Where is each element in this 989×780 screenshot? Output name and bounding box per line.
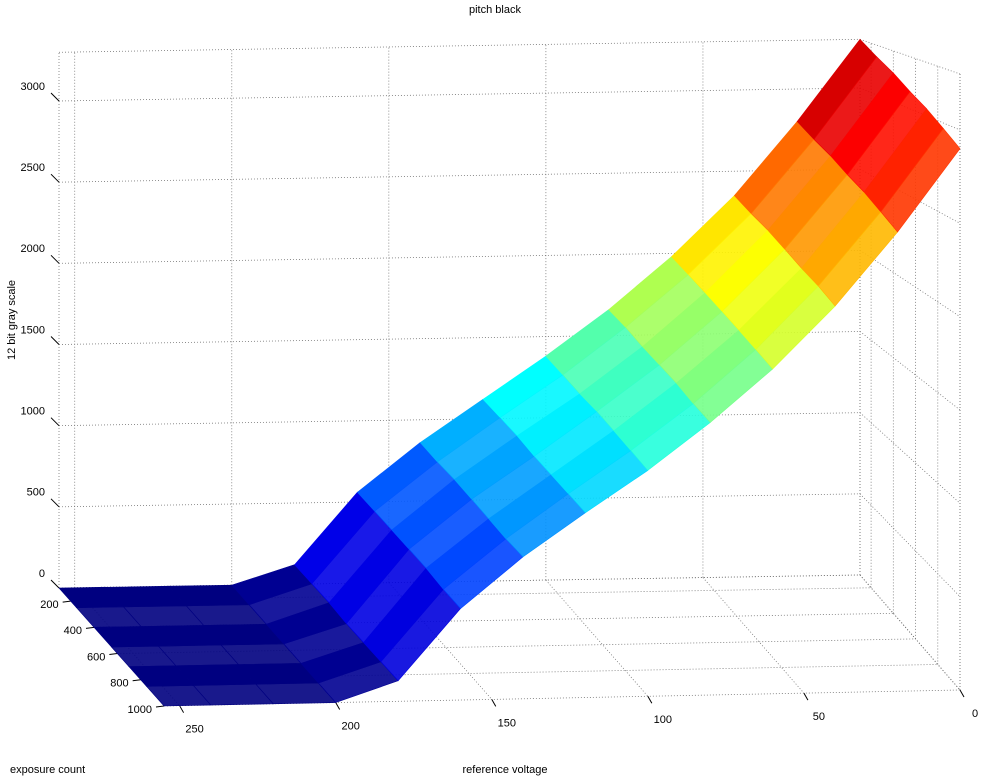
z-axis-label: 12 bit gray scale [6,280,18,360]
z-tick [50,417,60,427]
surface-cell [880,127,961,233]
x-tick [335,702,341,710]
grid-line [859,249,961,317]
grid-line [388,582,493,700]
grid-line [859,574,961,691]
y-tick [85,626,95,629]
z-tick-label: 1500 [21,324,45,336]
z-tick [50,92,60,102]
x-tick [491,699,497,707]
z-tick-label: 0 [39,568,45,580]
z-tick [50,579,60,589]
x-tick-label: 200 [342,720,360,732]
y-tick-label: 200 [40,599,58,611]
x-tick-label: 150 [498,717,516,729]
y-axis-label: exposure count [10,764,85,776]
z-tick-label: 1000 [21,406,45,418]
z-tick-label: 500 [27,487,45,499]
x-tick [179,705,185,713]
z-tick [50,254,60,264]
x-tick [803,692,809,701]
z-tick-label: 2500 [21,162,45,174]
z-tick-label: 3000 [21,81,45,93]
x-tick-label: 100 [654,714,672,726]
x-tick-label: 50 [813,711,825,723]
z-tick [50,173,60,183]
grid-line [859,331,961,411]
z-tick [50,336,60,345]
x-axis-label: reference voltage [463,764,548,776]
x-tick-label: 0 [972,708,978,720]
y-tick [155,705,165,708]
grid-line [117,638,916,654]
y-tick [62,600,71,603]
x-tick [959,689,965,698]
y-tick-label: 1000 [128,704,152,716]
x-tick-label: 250 [185,724,203,736]
y-tick-label: 800 [110,678,128,690]
z-tick [50,498,60,508]
chart-title: pitch black [469,4,521,16]
grid-line [93,612,894,628]
z-tick-label: 2000 [21,243,45,255]
y-tick-label: 600 [87,651,105,663]
y-tick [109,653,118,656]
y-tick [132,679,141,682]
y-tick-label: 400 [64,625,82,637]
x-tick [647,696,653,704]
